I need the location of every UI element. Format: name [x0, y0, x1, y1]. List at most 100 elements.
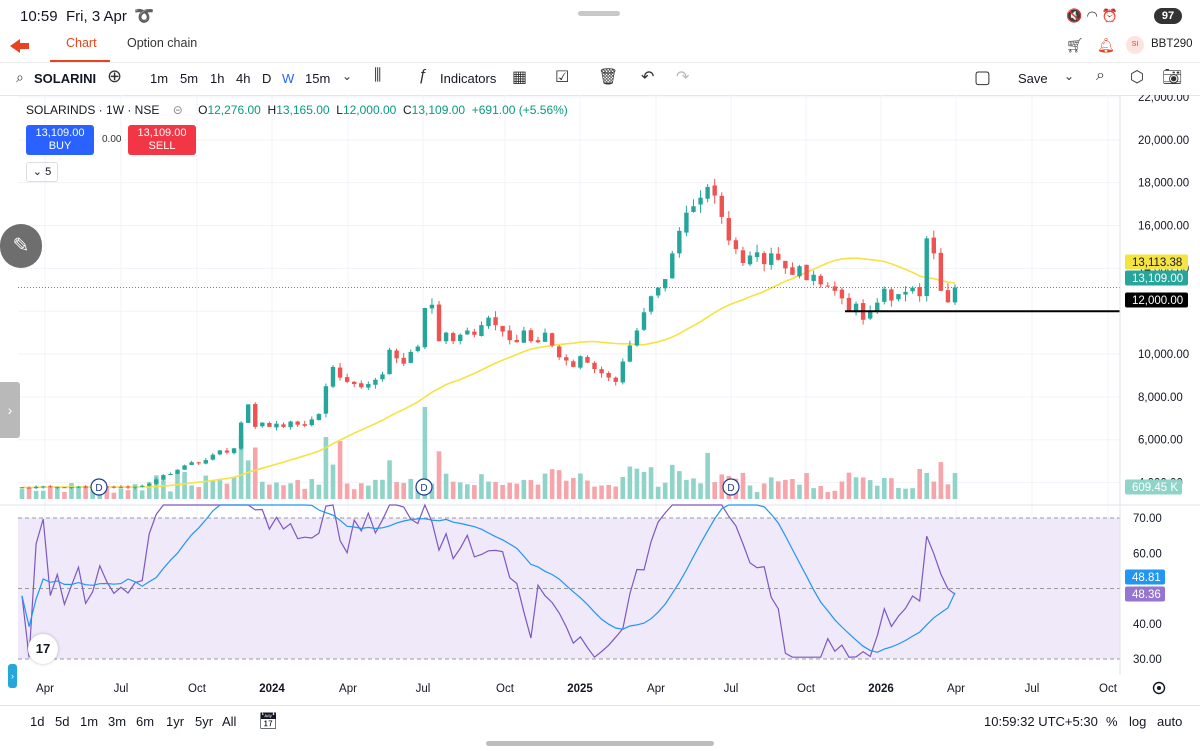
candle-body — [938, 252, 944, 291]
candle — [592, 361, 597, 374]
symbol-search[interactable]: SOLARINI — [34, 71, 97, 86]
candle-body — [677, 230, 682, 254]
templates-grid-icon[interactable]: ▦ — [512, 69, 528, 86]
candle-body — [203, 460, 208, 464]
sell-button[interactable]: 13,109.00 SELL — [128, 125, 196, 155]
user-id[interactable]: BBT290 — [1151, 38, 1193, 50]
tradingview-logo[interactable]: 17 — [28, 634, 58, 664]
volume-bar — [274, 482, 279, 499]
interval-1m[interactable]: 1m — [150, 71, 169, 86]
legend-collapse-button[interactable]: ⌄ 5 — [26, 162, 58, 182]
auto-toggle[interactable]: auto — [1157, 714, 1183, 729]
log-toggle[interactable]: log — [1129, 714, 1147, 729]
quick-search-icon[interactable]: ⌕ — [1096, 67, 1105, 84]
range-1yr[interactable]: 1yr — [166, 714, 185, 729]
candle — [832, 281, 838, 296]
candle-body — [712, 185, 717, 196]
last-price-badge-text: 13,109.00 — [1132, 273, 1183, 285]
candle-body — [295, 421, 300, 425]
candle — [564, 354, 569, 366]
cart-icon[interactable]: 🛒︎ — [1066, 37, 1084, 53]
volume-bar — [55, 487, 60, 499]
range-all[interactable]: All — [222, 714, 237, 729]
candle-body — [655, 287, 661, 296]
pencil-icon[interactable]: ✎ — [0, 224, 42, 268]
dividend-circle — [722, 478, 740, 496]
multitask-pill[interactable] — [578, 11, 620, 16]
interval-chevron-down-icon[interactable]: ⌄ — [342, 69, 353, 83]
price-chart[interactable]: DDD4,000.006,000.008,000.0010,000.0014,0… — [0, 95, 1200, 705]
range-5d[interactable]: 5d — [55, 714, 70, 729]
chart-toolbar: ⌕ SOLARINI ⊕ 1m 5m 1h 4h D W 15m ⌄ ⫼ ƒ I… — [0, 63, 1200, 96]
candle — [747, 251, 753, 267]
candle-body — [931, 237, 936, 254]
sell-price: 13,109.00 — [137, 127, 187, 139]
buy-label: BUY — [48, 140, 72, 152]
volume-bar — [182, 472, 187, 499]
candle — [818, 274, 823, 288]
candle — [302, 420, 307, 428]
checkbox-icon[interactable]: ☑ — [555, 69, 570, 86]
volume-bar — [507, 482, 513, 499]
volume-bar — [210, 479, 216, 499]
range-6m[interactable]: 6m — [136, 714, 155, 729]
settings-gear-icon[interactable]: ⬡ — [1130, 69, 1144, 86]
volume-bar — [422, 407, 428, 499]
indicators-button[interactable]: Indicators — [440, 71, 497, 86]
interval-d[interactable]: D — [262, 71, 272, 86]
panel-expand-icon[interactable]: › — [8, 664, 17, 688]
tab-chart[interactable]: Chart — [66, 36, 97, 50]
volume-bar — [811, 488, 816, 499]
interval-5m[interactable]: 5m — [180, 71, 199, 86]
redo-icon[interactable]: ↷ — [676, 69, 690, 86]
candle-body — [41, 486, 46, 488]
candle-body — [952, 287, 958, 303]
volume-bar — [705, 453, 710, 499]
candle-body — [55, 486, 60, 488]
candle-body — [429, 304, 435, 309]
interval-15m[interactable]: 15m — [305, 71, 331, 86]
bell-icon[interactable]: 🔔︎ — [1097, 37, 1115, 53]
avatar[interactable]: SI — [1126, 36, 1144, 54]
range-1d[interactable]: 1d — [30, 714, 45, 729]
save-button[interactable]: Save — [1018, 71, 1048, 86]
volume-bar — [945, 484, 951, 499]
candle-body — [132, 486, 138, 488]
candle-body — [231, 448, 237, 454]
camera-icon[interactable]: 📷︎ — [1162, 69, 1183, 86]
dividend-marker: D — [722, 478, 740, 496]
go-to-date-icon[interactable]: 📅︎ — [258, 713, 279, 730]
indicators-fx-icon[interactable]: ƒ — [418, 67, 427, 84]
undo-icon[interactable]: ↶ — [641, 69, 655, 86]
buy-button[interactable]: 13,109.00 BUY — [26, 125, 94, 155]
interval-4h[interactable]: 4h — [236, 71, 251, 86]
interval-w[interactable]: W — [282, 71, 295, 86]
sidebar-expand-chevron-icon[interactable]: › — [0, 382, 20, 438]
candle — [648, 295, 654, 315]
candle-body — [556, 346, 562, 358]
time-tick-label: Jul — [114, 683, 129, 695]
interval-1h[interactable]: 1h — [210, 71, 225, 86]
volume-bar — [571, 477, 576, 499]
volume-bar — [853, 477, 859, 499]
candle — [62, 487, 67, 489]
volume-bar — [457, 482, 463, 499]
back-icon[interactable] — [8, 38, 30, 54]
candle-body — [302, 424, 307, 426]
candle-body — [776, 253, 781, 260]
volume-bar — [712, 482, 717, 499]
search-icon[interactable]: ⌕ — [16, 69, 24, 85]
legend-eye-icon[interactable]: ⊝ — [172, 103, 183, 117]
layout-square-icon[interactable]: ▢ — [974, 67, 992, 87]
compare-add-icon[interactable]: ⊕ — [107, 66, 123, 86]
range-1m[interactable]: 1m — [80, 714, 99, 729]
trash-icon[interactable]: 🗑︎ — [598, 69, 619, 86]
volume-bar — [90, 489, 95, 499]
candle-type-icon[interactable]: ⫼ — [374, 67, 382, 84]
tab-option-chain[interactable]: Option chain — [127, 36, 198, 50]
ma-value-badge-bg — [1125, 254, 1188, 270]
percent-toggle[interactable]: % — [1106, 714, 1118, 729]
range-5yr[interactable]: 5yr — [195, 714, 214, 729]
save-chevron-down-icon[interactable]: ⌄ — [1064, 69, 1075, 83]
range-3m[interactable]: 3m — [108, 714, 127, 729]
